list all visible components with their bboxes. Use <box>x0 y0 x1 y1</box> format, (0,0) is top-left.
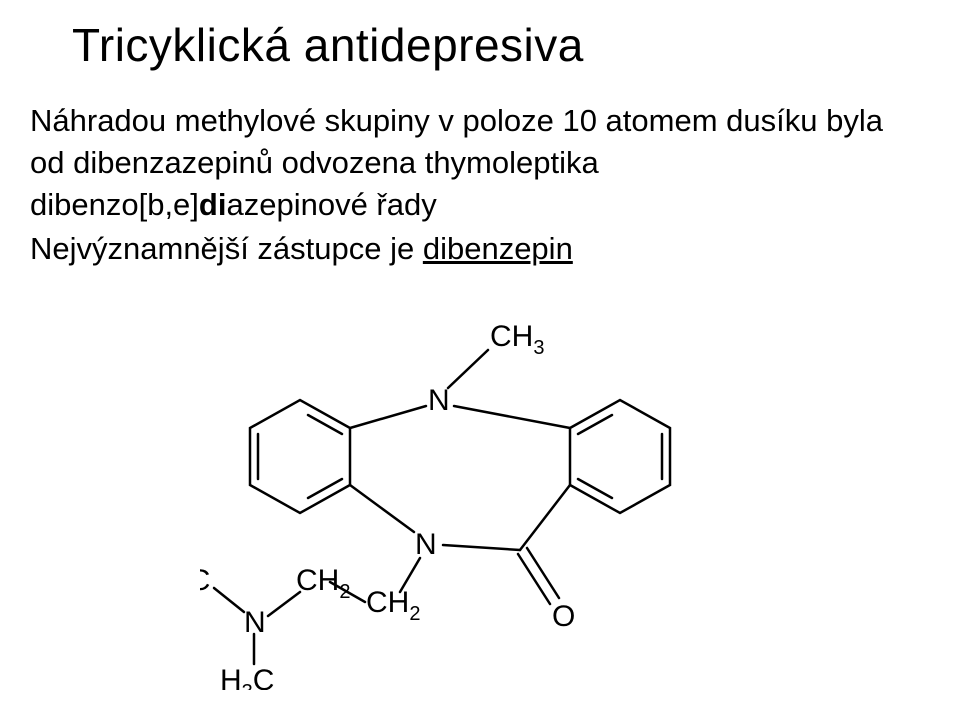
para1-bold: di <box>199 187 227 222</box>
lbl-h3c1-c: C <box>200 564 210 597</box>
compound-link: dibenzepin <box>423 231 573 266</box>
lbl-ch2a: CH <box>366 586 409 619</box>
slide-page: Tricyklická antidepresiva Náhradou methy… <box>0 0 960 706</box>
lbl-h3c2-c: C <box>253 664 275 690</box>
lbl-ch2b: CH <box>296 564 339 597</box>
svg-text:H3C: H3C <box>220 664 274 690</box>
svg-text:CH2: CH2 <box>366 586 420 625</box>
lbl-n-mid: N <box>415 528 437 561</box>
slide-title: Tricyklická antidepresiva <box>72 18 920 72</box>
lbl-n-left: N <box>244 606 266 639</box>
svg-text:CH3: CH3 <box>490 320 544 359</box>
lbl-ch2b-sub: 2 <box>339 581 350 603</box>
lbl-ch3-top: CH <box>490 320 533 353</box>
chemical-structure: CH3 N N O CH2 CH2 N H3C H3C <box>200 310 800 690</box>
para1-b: azepinové řady <box>226 187 436 222</box>
paragraph-1: Náhradou methylové skupiny v poloze 10 a… <box>30 100 920 226</box>
para1-a: Náhradou methylové skupiny v poloze 10 a… <box>30 103 883 222</box>
para2-a: Nejvýznamnější zástupce je <box>30 231 423 266</box>
lbl-h3c2-h: H <box>220 664 242 690</box>
lbl-ch2a-sub: 2 <box>409 603 420 625</box>
lbl-o: O <box>552 600 575 633</box>
lbl-ch3-top-sub: 3 <box>533 337 544 359</box>
lbl-h3c2-sub: 3 <box>242 681 253 690</box>
slide-body: Náhradou methylové skupiny v poloze 10 a… <box>30 100 920 269</box>
svg-text:H3C: H3C <box>200 564 210 603</box>
structure-svg: CH3 N N O CH2 CH2 N H3C H3C <box>200 310 800 690</box>
svg-text:CH2: CH2 <box>296 564 350 603</box>
lbl-n-top: N <box>428 384 450 417</box>
paragraph-2: Nejvýznamnější zástupce je dibenzepin <box>30 228 920 270</box>
